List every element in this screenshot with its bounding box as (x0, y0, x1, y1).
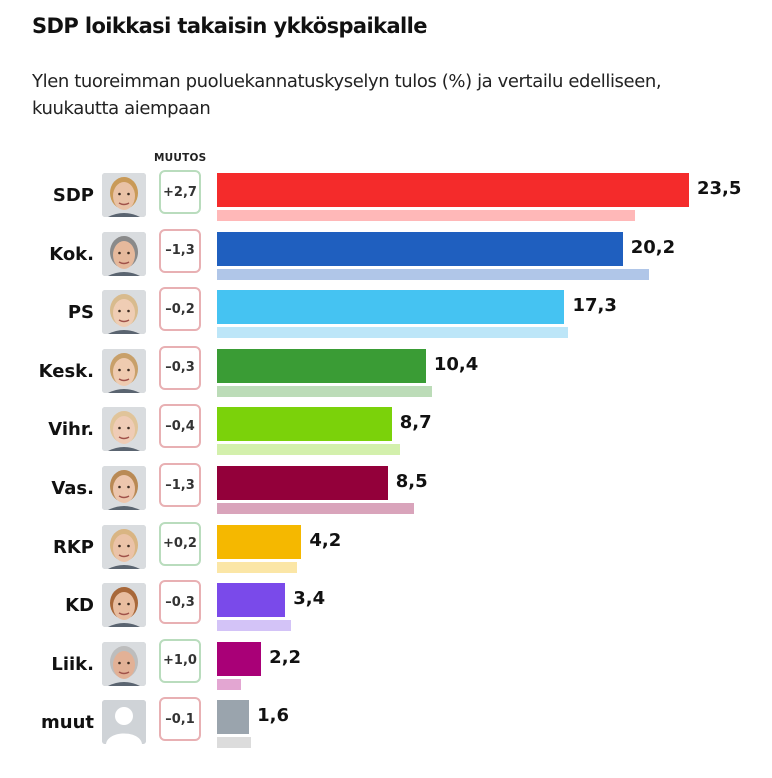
value-label: 23,5 (697, 178, 742, 199)
chart-title: SDP loikkasi takaisin ykköspaikalle (32, 14, 427, 38)
bar-previous (217, 444, 400, 456)
bar-current (217, 524, 302, 559)
value-label: 10,4 (433, 353, 479, 375)
generic-person-icon (102, 700, 146, 745)
bar-previous (217, 503, 414, 514)
bar-current (217, 641, 262, 676)
party-label: muut (41, 712, 94, 734)
person-photo-icon (102, 407, 146, 452)
person-photo-icon (102, 290, 146, 335)
party-label: Vihr. (48, 419, 94, 441)
change-badge: –1,3 (159, 228, 201, 273)
bar-current (217, 407, 392, 442)
change-badge: –1,3 (159, 463, 201, 507)
bar-current (217, 231, 623, 266)
bar-current (217, 700, 250, 735)
party-label: RKP (52, 536, 94, 558)
change-badge: –0,4 (159, 404, 201, 449)
change-badge: +1,0 (159, 638, 201, 683)
change-badge: +0,2 (159, 521, 201, 566)
value-label: 1,6 (257, 705, 290, 727)
change-badge: –0,2 (159, 287, 201, 332)
person-photo-icon (102, 348, 146, 393)
bar-previous (217, 268, 649, 280)
bar-current (217, 348, 426, 383)
value-label: 3,4 (293, 588, 326, 610)
party-label: SDP (52, 185, 94, 206)
party-label: Liik. (51, 653, 94, 675)
chart-row: PS –0,2 17,3 (0, 287, 772, 348)
value-label: 20,2 (630, 236, 676, 258)
value-label: 2,2 (269, 646, 302, 668)
bar-previous (217, 210, 635, 221)
party-label: KD (65, 595, 94, 617)
chart-row: Liik. +1,0 2,2 (0, 638, 772, 700)
person-photo-icon (102, 524, 146, 569)
change-badge: –0,3 (159, 345, 201, 390)
change-badge: –0,3 (159, 580, 201, 625)
person-photo-icon (102, 583, 146, 628)
bar-previous (217, 385, 432, 397)
bar-previous (217, 678, 242, 690)
bar-previous (217, 620, 292, 632)
bar-current (217, 173, 689, 207)
chart-row: Vihr. –0,4 8,7 (0, 404, 772, 465)
person-photo-icon (102, 231, 146, 276)
party-label: Kok. (49, 243, 94, 265)
change-badge: +2,7 (159, 170, 201, 214)
bar-previous (217, 737, 252, 749)
value-label: 17,3 (572, 295, 617, 317)
person-photo-icon (102, 641, 146, 686)
change-column-header: MUUTOS (154, 152, 207, 164)
chart-row: muut –0,1 1,6 (0, 697, 772, 758)
bar-previous (217, 561, 298, 573)
chart-row: Vas. –1,3 8,5 (0, 463, 772, 524)
bar-previous (217, 327, 569, 339)
person-photo-icon (102, 173, 146, 217)
bar-current (217, 583, 286, 618)
chart-row: KD –0,3 3,4 (0, 580, 772, 641)
change-badge: –0,1 (159, 697, 201, 742)
value-label: 8,5 (395, 471, 428, 492)
bar-current (217, 290, 565, 325)
chart-subtitle: Ylen tuoreimman puoluekannatuskyselyn tu… (32, 71, 662, 119)
chart-row: Kok. –1,3 20,2 (0, 228, 772, 290)
value-label: 8,7 (399, 412, 432, 434)
chart-row: SDP +2,7 23,5 (0, 170, 772, 231)
value-label: 4,2 (309, 529, 342, 551)
chart-row: RKP +0,2 4,2 (0, 521, 772, 583)
chart-row: Kesk. –0,3 10,4 (0, 345, 772, 407)
party-label: Kesk. (38, 360, 94, 382)
party-label: PS (67, 302, 94, 324)
person-photo-icon (102, 466, 146, 510)
party-label: Vas. (51, 478, 94, 499)
bar-current (217, 466, 388, 500)
